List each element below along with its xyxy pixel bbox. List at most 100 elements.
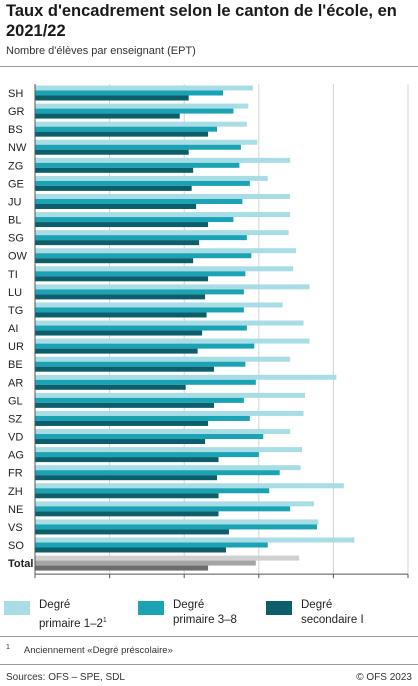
bar-ju-series-2 — [35, 198, 243, 204]
bar-gr-series-2 — [35, 108, 234, 114]
legend-label-primaire-1-2: Degré primaire 1–21 — [39, 598, 119, 632]
legend-label-line1: Degré — [173, 599, 205, 611]
bar-tg-series-1 — [35, 302, 283, 308]
bar-ag-series-3 — [35, 457, 219, 463]
source-text: Sources: OFS – SPE, SDL — [6, 672, 125, 683]
legend-label-line2: secondaire I — [301, 614, 364, 626]
bar-ti-series-1 — [35, 266, 294, 272]
bar-ju-series-1 — [35, 193, 291, 199]
bar-gl-series-2 — [35, 397, 244, 403]
bar-ge-series-3 — [35, 185, 192, 191]
bar-vs-series-1 — [35, 519, 319, 525]
bar-ag-series-2 — [35, 452, 259, 458]
bar-vd-series-1 — [35, 429, 291, 435]
category-label-ar: AR — [8, 377, 23, 389]
bar-ar-series-2 — [35, 379, 256, 385]
bar-tg-series-2 — [35, 307, 244, 313]
bar-total-series-3 — [35, 565, 209, 571]
bar-ur-series-1 — [35, 338, 310, 344]
bar-fr-series-3 — [35, 475, 218, 481]
bar-ju-series-3 — [35, 203, 197, 209]
source-divider — [0, 664, 418, 665]
footnote: 1 Anciennement «Degré préscolaire» — [6, 644, 173, 656]
bar-ai-series-3 — [35, 330, 203, 336]
legend-item-primaire-3-8: Degré primaire 3–8 — [138, 598, 253, 628]
bar-total-series-1 — [35, 555, 300, 561]
bar-be-series-1 — [35, 356, 291, 362]
bar-chart: SH GR BS NW ZG GE JU BL SG OW TI LU TG AI UR BE AR GL SZ VD… — [8, 84, 409, 579]
bar-bs-series-2 — [35, 126, 218, 132]
category-label-zg: ZG — [8, 160, 23, 172]
category-label-vd: VD — [8, 432, 23, 444]
bar-zg-series-3 — [35, 167, 194, 173]
bar-sg-series-3 — [35, 240, 200, 246]
copyright-text: © OFS 2023 — [356, 672, 412, 683]
bar-gr-series-3 — [35, 113, 180, 119]
bar-so-series-3 — [35, 547, 226, 553]
category-label-ti: TI — [8, 269, 18, 281]
category-label-tg: TG — [8, 305, 23, 317]
bar-tg-series-3 — [35, 312, 207, 318]
category-label-lu: LU — [8, 287, 22, 299]
category-label-be: BE — [8, 359, 23, 371]
bar-gl-series-1 — [35, 392, 306, 398]
bar-so-series-2 — [35, 542, 268, 548]
bar-sh-series-2 — [35, 90, 223, 96]
bar-gl-series-3 — [35, 402, 215, 408]
bar-bs-series-1 — [35, 121, 247, 127]
bar-zh-series-3 — [35, 493, 219, 499]
bar-fr-series-1 — [35, 465, 301, 471]
bar-bs-series-3 — [35, 131, 209, 137]
bar-ge-series-1 — [35, 175, 268, 181]
bar-ti-series-2 — [35, 271, 246, 277]
bar-ar-series-1 — [35, 374, 337, 380]
bar-nw-series-1 — [35, 139, 258, 145]
bar-ne-series-3 — [35, 511, 219, 517]
bar-ur-series-3 — [35, 348, 198, 354]
category-label-fr: FR — [8, 468, 23, 480]
bar-ow-series-1 — [35, 248, 297, 254]
bar-zg-series-2 — [35, 162, 240, 168]
category-label-ju: JU — [8, 196, 22, 208]
footnote-divider — [0, 636, 418, 637]
bar-lu-series-1 — [35, 284, 310, 290]
bar-ne-series-1 — [35, 501, 315, 507]
bar-ai-series-1 — [35, 320, 304, 326]
category-label-ai: AI — [8, 323, 18, 335]
category-label-ag: AG — [8, 450, 24, 462]
bar-vs-series-2 — [35, 524, 317, 530]
footnote-number: 1 — [6, 644, 10, 651]
bar-sh-series-1 — [35, 85, 253, 91]
category-label-gr: GR — [8, 106, 25, 118]
bar-so-series-1 — [35, 537, 355, 543]
bar-sz-series-2 — [35, 415, 250, 421]
chart-title: Taux d'encadrement selon le canton de l'… — [6, 2, 397, 40]
legend-swatch-primaire-3-8 — [138, 601, 164, 615]
bar-zh-series-1 — [35, 483, 344, 489]
category-label-ur: UR — [8, 341, 24, 353]
bar-be-series-3 — [35, 366, 215, 372]
bar-sh-series-3 — [35, 95, 189, 101]
bar-fr-series-2 — [35, 470, 280, 476]
bar-vd-series-2 — [35, 434, 264, 440]
bar-ow-series-2 — [35, 253, 252, 259]
bar-ge-series-2 — [35, 180, 250, 186]
category-label-zh: ZH — [8, 486, 23, 498]
bar-sg-series-1 — [35, 230, 289, 236]
legend-label-primaire-3-8: Degré primaire 3–8 — [173, 598, 253, 628]
bar-gr-series-1 — [35, 103, 249, 109]
bar-ai-series-2 — [35, 325, 247, 331]
legend-item-secondaire-1: Degré secondaire I — [266, 598, 381, 628]
category-label-so: SO — [8, 540, 24, 552]
legend-label-secondaire-1: Degré secondaire I — [301, 598, 381, 628]
legend-label-line1: Degré — [301, 599, 333, 611]
bar-nw-series-2 — [35, 144, 241, 150]
bar-sz-series-3 — [35, 420, 209, 426]
bar-bl-series-2 — [35, 217, 234, 223]
bar-lu-series-3 — [35, 294, 206, 300]
bar-sg-series-2 — [35, 235, 247, 241]
top-divider — [0, 66, 418, 67]
legend-label-line2: primaire 3–8 — [173, 614, 237, 626]
category-label-bs: BS — [8, 124, 23, 136]
bar-ti-series-3 — [35, 276, 209, 282]
